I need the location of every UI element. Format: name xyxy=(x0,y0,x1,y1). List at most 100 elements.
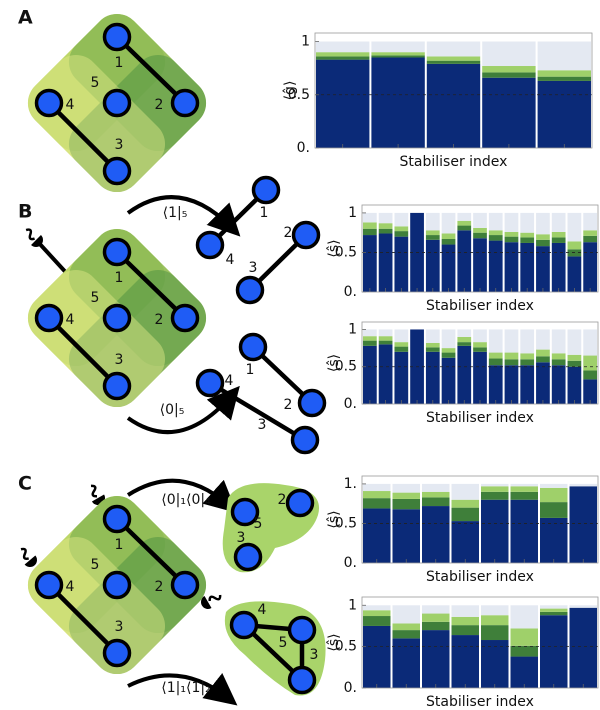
bar-segment xyxy=(422,630,450,688)
node-label: 3 xyxy=(115,352,124,368)
qubit-node xyxy=(238,332,268,362)
bar-segment xyxy=(569,486,597,563)
projection-operator: ⟨0|₁⟨0|₄ xyxy=(161,492,211,508)
arrow xyxy=(126,478,237,514)
node-label: 4 xyxy=(226,252,235,268)
bar-segment xyxy=(510,486,538,492)
edge xyxy=(115,250,187,320)
plot-frame xyxy=(361,321,599,405)
bar-segment xyxy=(441,352,456,358)
bar-segment xyxy=(473,232,487,239)
bar-segment xyxy=(425,239,440,292)
node-label: 5 xyxy=(91,557,100,573)
bar-segment xyxy=(482,77,536,148)
bar-segment xyxy=(457,342,472,346)
bar-segment xyxy=(504,231,519,237)
bar-segment xyxy=(371,57,425,149)
node-label: 5 xyxy=(91,290,100,306)
y-axis-label: ⟨ĝ⟩ xyxy=(282,81,298,101)
bar-segment xyxy=(394,226,409,232)
y-tick-label: 0. xyxy=(297,140,310,156)
bar-segment xyxy=(425,342,440,348)
qubit-node xyxy=(233,542,263,572)
bar-segment xyxy=(482,41,536,67)
bar-segment xyxy=(510,628,538,646)
bar-segment xyxy=(378,344,393,404)
bar-segment xyxy=(316,41,370,53)
bar-segment xyxy=(510,656,538,688)
bar-segment xyxy=(481,605,509,616)
y-axis-label: ⟨ŝ⟩ xyxy=(326,633,342,651)
bar-segment xyxy=(422,483,450,492)
bar-segment xyxy=(473,212,487,228)
bar-segment xyxy=(520,353,535,360)
bar-segment xyxy=(426,63,481,148)
bar-segment xyxy=(378,329,393,337)
bar-segment xyxy=(425,329,440,343)
node-label: 1 xyxy=(115,270,124,286)
bar-segment xyxy=(510,491,538,500)
bar-segment xyxy=(363,222,377,229)
qubit-node xyxy=(102,22,132,52)
bar-segment xyxy=(551,365,566,404)
bar-segment xyxy=(520,359,535,366)
bar-segment xyxy=(363,616,391,626)
bar-segment xyxy=(451,635,479,688)
bar-segment xyxy=(583,329,597,356)
edge xyxy=(47,583,119,655)
y-tick-label: 0.5 xyxy=(335,244,357,260)
panel-label: C xyxy=(18,473,32,495)
bar-segment xyxy=(473,347,487,352)
bar-segment xyxy=(567,329,582,355)
bar-segment xyxy=(482,72,536,78)
bar-segment xyxy=(441,348,456,353)
bar-segment xyxy=(583,355,597,371)
node-label: 2 xyxy=(284,225,293,241)
bar-segment xyxy=(481,499,509,563)
bar-segment xyxy=(394,212,409,227)
x-axis-label: Stabiliser index xyxy=(426,298,534,314)
bar-segment xyxy=(451,605,479,617)
plot-frame xyxy=(361,204,599,293)
bar-segment xyxy=(425,351,440,404)
x-axis-label: Stabiliser index xyxy=(426,694,534,710)
bar-segment xyxy=(363,345,377,404)
y-tick-label: 0. xyxy=(344,284,357,300)
bar-segment xyxy=(536,329,550,350)
plot-frame xyxy=(361,596,599,689)
bar-segment xyxy=(481,615,509,626)
bar-segment xyxy=(551,329,566,354)
qubit-node xyxy=(102,88,132,118)
bar-segment xyxy=(520,232,535,238)
bar-segment xyxy=(457,329,472,337)
arrow xyxy=(126,385,240,434)
bar-segment xyxy=(457,345,472,404)
x-axis-label: Stabiliser index xyxy=(426,410,534,426)
bar-segment xyxy=(481,483,509,487)
bar-segment xyxy=(551,212,566,232)
bar-segment xyxy=(567,360,582,367)
bar-segment xyxy=(392,638,420,688)
node-label: 1 xyxy=(260,205,269,221)
bar-segment xyxy=(481,625,509,641)
bar-segment xyxy=(363,610,391,617)
bar-segment xyxy=(425,230,440,236)
qubit-node xyxy=(230,497,260,527)
bar-segment xyxy=(583,230,597,236)
bar-segment xyxy=(536,212,550,235)
node-label: 5 xyxy=(91,75,100,91)
projection-operator: ⟨1|₅ xyxy=(163,205,188,221)
bar-segment xyxy=(371,55,425,58)
bar-segment xyxy=(426,41,481,57)
bar-segment xyxy=(392,492,420,499)
bar-segment xyxy=(363,336,377,341)
bar-segment xyxy=(425,212,440,231)
bar-segment xyxy=(473,342,487,348)
bar-segment xyxy=(488,230,503,236)
bar-segment xyxy=(551,237,566,243)
bar-segment xyxy=(537,41,591,71)
bar-segment xyxy=(583,235,597,243)
node-label: 3 xyxy=(310,647,319,663)
bar-segment xyxy=(451,483,479,500)
